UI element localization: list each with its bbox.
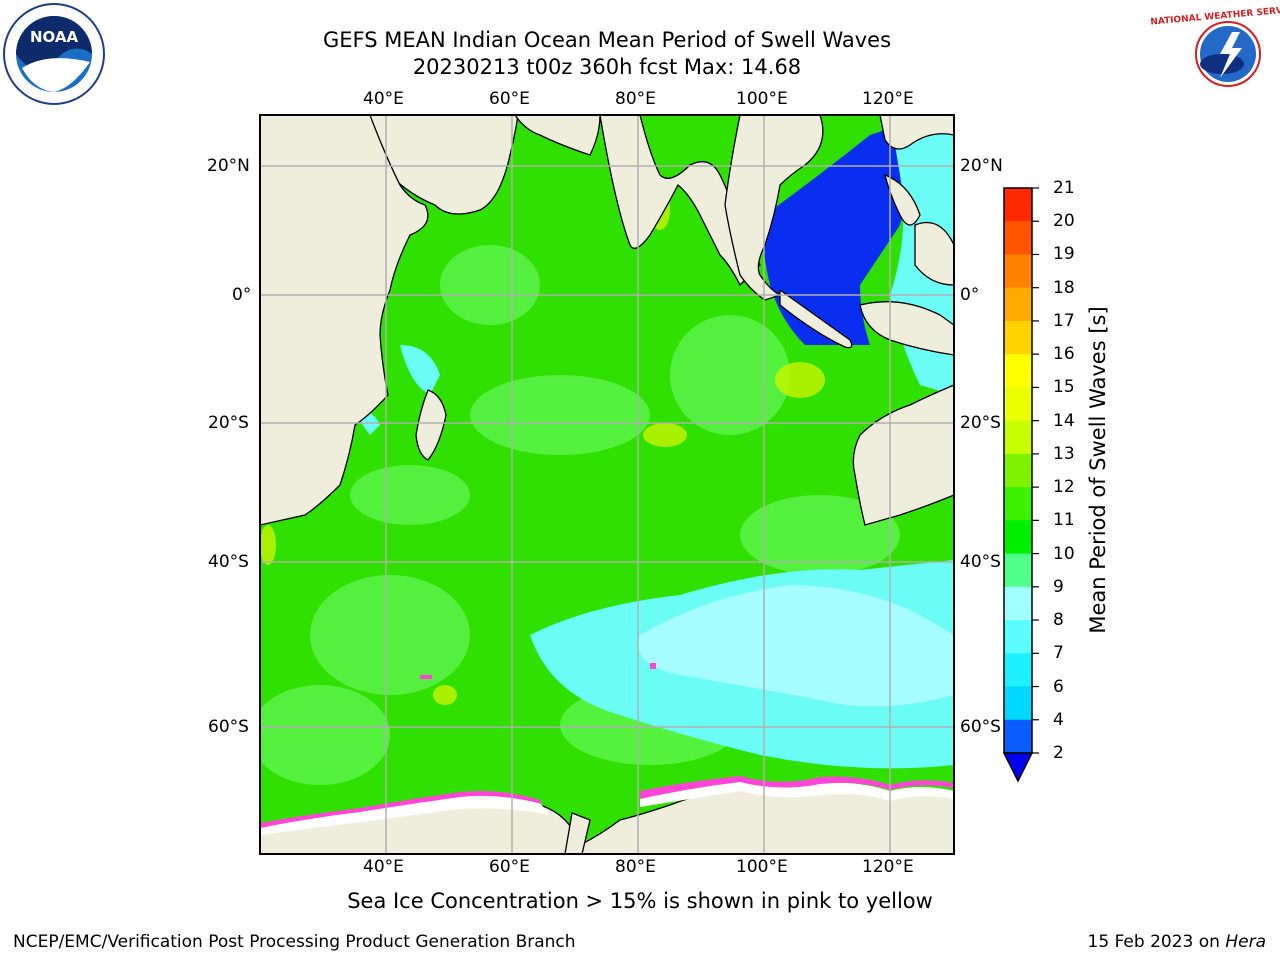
lon-label-bottom-120e: 120°E: [862, 857, 914, 877]
colorbar-segment: [1004, 354, 1032, 388]
lat-label-right-0: 0°: [960, 285, 980, 305]
footer-host: Hera: [1225, 932, 1266, 952]
footer-credit: NCEP/EMC/Verification Post Processing Pr…: [13, 932, 576, 952]
map-title: GEFS MEAN Indian Ocean Mean Period of Sw…: [322, 28, 892, 52]
colorbar-label: Mean Period of Swell Waves [s]: [1086, 306, 1110, 634]
colorbar-segment: [1004, 553, 1032, 588]
colorbar-ticks: 21 20 19 18 17 16 15 14 13 12 11 10 9 8 7 6 4 2: [1050, 178, 1090, 778]
colorbar-segment: [1004, 719, 1032, 754]
noaa-logo: NOAA: [3, 3, 105, 105]
colorbar-tick-label: 21: [1053, 178, 1075, 198]
colorbar-segment: [1004, 653, 1032, 688]
lon-label-top-100e: 100°E: [736, 89, 788, 109]
colorbar-tick-label: 8: [1053, 610, 1064, 631]
lat-label-right-60s: 60°S: [960, 717, 1001, 737]
sea-ice-caption: Sea Ice Concentration > 15% is shown in …: [0, 889, 1280, 913]
colorbar-tick-label: 10: [1053, 543, 1075, 564]
colorbar-segment: [1004, 586, 1032, 621]
nws-logo: NATIONAL WEATHER SERVICE: [1150, 4, 1280, 104]
swell-region-blue: [763, 125, 920, 345]
colorbar-tick-label: 14: [1053, 410, 1075, 431]
colorbar-segment: [1004, 686, 1032, 721]
colorbar-tick-label: 2: [1053, 743, 1064, 763]
noaa-logo-text: NOAA: [30, 28, 79, 46]
colorbar-segment: [1004, 387, 1032, 422]
colorbar-segment: [1004, 221, 1032, 255]
footer-date-text: 15 Feb 2023 on: [1087, 932, 1226, 952]
colorbar-segment: [1004, 453, 1032, 488]
lon-label-top-40e: 40°E: [363, 89, 404, 109]
lon-label-top-60e: 60°E: [489, 89, 530, 109]
lat-label-left-40s: 40°S: [208, 552, 249, 572]
swell-region-lightcyan: [638, 585, 954, 707]
colorbar-frame: [1003, 187, 1033, 754]
colorbar-tick-label: 20: [1053, 211, 1075, 232]
colorbar-tick-label: 16: [1053, 344, 1075, 365]
colorbar-tick-label: 6: [1053, 676, 1064, 697]
colorbar-tick-label: 18: [1053, 277, 1075, 298]
colorbar-segment: [1004, 487, 1032, 521]
map-panel: [259, 114, 955, 855]
colorbar-extend-arrow: [1002, 752, 1034, 783]
lon-label-top-80e: 80°E: [615, 89, 656, 109]
colorbar-segment: [1004, 188, 1032, 222]
sea-ice-caption-text: Sea Ice Concentration > 15% is shown in …: [347, 889, 933, 913]
lon-label-top-120e: 120°E: [862, 89, 914, 109]
colorbar-tick-label: 9: [1053, 576, 1064, 597]
lat-label-right-40s: 40°S: [960, 552, 1001, 572]
colorbar: [1002, 187, 1039, 783]
colorbar-tick-label: 7: [1053, 643, 1064, 664]
colorbar-segment: [1004, 620, 1032, 654]
map-frame: [259, 114, 955, 855]
colorbar-tick-label: 17: [1053, 310, 1075, 331]
map-subtitle: 20230213 t00z 360h fcst Max: 14.68: [412, 55, 802, 79]
lat-label-left-60s: 60°S: [208, 717, 249, 737]
colorbar-tick-label: 12: [1053, 477, 1075, 498]
colorbar-segment: [1004, 320, 1032, 355]
footer-date: 15 Feb 2023 on Hera: [1088, 932, 1266, 952]
colorbar-tick-label: 15: [1053, 377, 1075, 398]
colorbar-tick-label: 19: [1053, 244, 1075, 265]
graticule: [260, 115, 954, 854]
colorbar-segment: [1004, 520, 1032, 555]
sea-ice: [260, 663, 954, 835]
lat-label-right-20s: 20°S: [960, 413, 1001, 433]
lon-label-bottom-80e: 80°E: [615, 857, 656, 877]
colorbar-tick-label: 13: [1053, 443, 1075, 464]
lat-label-right-20n: 20°N: [960, 156, 1003, 176]
lon-label-bottom-40e: 40°E: [363, 857, 404, 877]
colorbar-segment: [1004, 254, 1032, 289]
lon-label-bottom-100e: 100°E: [736, 857, 788, 877]
lat-label-left-20n: 20°N: [207, 156, 250, 176]
lon-label-bottom-60e: 60°E: [489, 857, 530, 877]
colorbar-tick-label: 11: [1053, 510, 1075, 531]
colorbar-segment: [1004, 287, 1032, 322]
colorbar-tick-label: 4: [1053, 709, 1064, 730]
colorbar-segment: [1004, 420, 1032, 455]
lat-label-left-0: 0°: [232, 285, 252, 305]
lat-label-left-20s: 20°S: [208, 413, 249, 433]
